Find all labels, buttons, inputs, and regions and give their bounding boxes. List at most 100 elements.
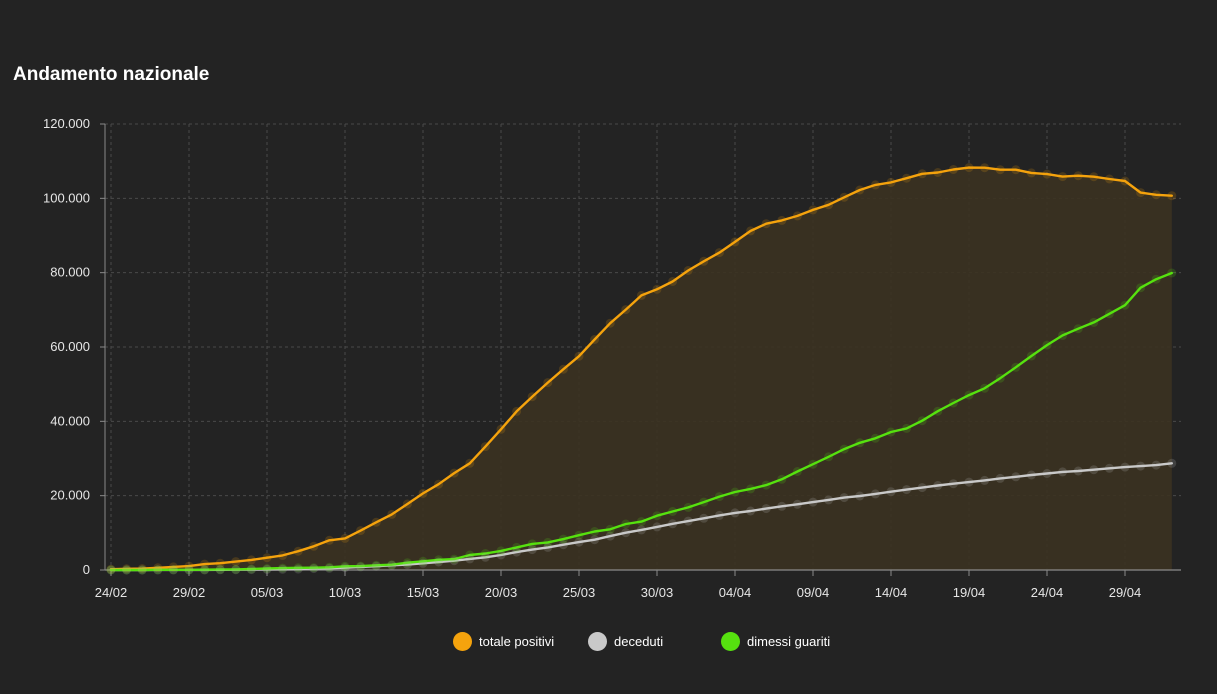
data-point-totale-positivi <box>1042 169 1052 179</box>
data-point-deceduti <box>917 483 927 493</box>
data-point-dimessi-guariti <box>122 565 132 575</box>
x-tick-label: 09/04 <box>797 585 830 600</box>
y-tick-label: 0 <box>83 562 90 577</box>
data-point-dimessi-guariti <box>1073 324 1083 334</box>
data-point-deceduti <box>246 565 256 575</box>
data-point-totale-positivi <box>184 561 194 571</box>
legend-item-deceduti[interactable]: deceduti <box>588 632 663 651</box>
data-point-deceduti <box>870 489 880 499</box>
data-point-dimessi-guariti <box>465 550 475 560</box>
data-point-deceduti <box>1151 460 1161 470</box>
legend-label: deceduti <box>614 634 664 649</box>
data-point-dimessi-guariti <box>371 560 381 570</box>
data-point-dimessi-guariti <box>714 492 724 502</box>
data-point-dimessi-guariti <box>137 565 147 575</box>
data-point-dimessi-guariti <box>324 562 334 572</box>
data-point-dimessi-guariti <box>402 558 412 568</box>
data-point-dimessi-guariti <box>168 565 178 575</box>
data-point-deceduti <box>808 497 818 507</box>
data-point-totale-positivi <box>1089 172 1099 182</box>
data-point-dimessi-guariti <box>262 564 272 573</box>
data-point-totale-positivi <box>917 169 927 179</box>
data-point-totale-positivi <box>605 318 615 328</box>
data-point-totale-positivi <box>200 559 210 569</box>
data-point-totale-positivi <box>980 163 990 173</box>
data-point-dimessi-guariti <box>153 565 163 575</box>
data-point-deceduti <box>621 528 631 538</box>
data-point-totale-positivi <box>449 468 459 478</box>
legend-item-dimessi-guariti[interactable]: dimessi guariti <box>721 632 830 651</box>
data-point-deceduti <box>730 508 740 518</box>
data-point-totale-positivi <box>543 378 553 388</box>
data-point-deceduti <box>480 552 490 562</box>
data-point-dimessi-guariti <box>902 423 912 433</box>
data-point-deceduti <box>652 522 662 532</box>
point-layer <box>106 163 1177 575</box>
data-point-dimessi-guariti <box>215 564 225 574</box>
data-point-totale-positivi <box>1167 191 1177 201</box>
data-point-deceduti <box>1011 472 1021 482</box>
legend-dot-icon <box>588 632 607 651</box>
data-point-deceduti <box>262 564 272 574</box>
data-point-dimessi-guariti <box>1058 330 1068 340</box>
data-point-deceduti <box>1120 462 1130 472</box>
data-point-totale-positivi <box>402 499 412 509</box>
data-point-totale-positivi <box>761 219 771 229</box>
data-point-totale-positivi <box>870 180 880 190</box>
data-point-totale-positivi <box>730 237 740 247</box>
data-point-deceduti <box>839 493 849 503</box>
data-point-dimessi-guariti <box>777 474 787 484</box>
data-point-dimessi-guariti <box>730 487 740 497</box>
data-point-deceduti <box>1089 465 1099 475</box>
data-point-dimessi-guariti <box>808 459 818 469</box>
data-point-dimessi-guariti <box>605 524 615 534</box>
x-tick-label: 20/03 <box>485 585 518 600</box>
chart-title: Andamento nazionale <box>13 64 210 85</box>
data-point-totale-positivi <box>855 185 865 195</box>
data-point-dimessi-guariti <box>839 444 849 454</box>
y-tick-label: 80.000 <box>50 265 90 280</box>
label-layer: 0 20.000 40.000 60.000 80.000 100.000 120.000 2… <box>43 116 1141 600</box>
data-point-dimessi-guariti <box>512 542 522 552</box>
y-tick-label: 40.000 <box>50 413 90 428</box>
legend-item-totale-positivi[interactable]: totale positivi <box>453 632 554 651</box>
data-point-deceduti <box>1073 466 1083 476</box>
data-point-deceduti <box>324 563 334 573</box>
data-point-deceduti <box>1104 463 1114 473</box>
data-point-dimessi-guariti <box>792 467 802 476</box>
data-point-dimessi-guariti <box>200 565 210 575</box>
data-point-deceduti <box>371 561 381 571</box>
data-point-totale-positivi <box>480 442 490 452</box>
data-point-deceduti <box>1042 469 1052 478</box>
data-point-dimessi-guariti <box>1167 268 1177 278</box>
data-point-dimessi-guariti <box>1042 340 1052 350</box>
data-point-dimessi-guariti <box>387 560 397 570</box>
data-point-dimessi-guariti <box>434 555 444 565</box>
y-tick-label: 120.000 <box>43 116 90 131</box>
data-point-totale-positivi <box>886 177 896 187</box>
x-tick-label: 14/04 <box>875 585 908 600</box>
data-point-deceduti <box>746 506 756 516</box>
data-point-totale-positivi <box>496 424 506 434</box>
data-point-totale-positivi <box>371 517 381 527</box>
data-point-totale-positivi <box>418 488 428 498</box>
data-point-totale-positivi <box>964 163 974 173</box>
data-point-totale-positivi <box>683 266 693 275</box>
x-tick-label: 15/03 <box>407 585 440 600</box>
data-point-deceduti <box>699 513 709 523</box>
data-point-dimessi-guariti <box>1089 317 1099 327</box>
data-point-deceduti <box>792 499 802 509</box>
data-point-totale-positivi <box>902 173 912 183</box>
data-point-deceduti <box>356 562 366 572</box>
data-point-totale-positivi <box>246 555 256 565</box>
data-point-deceduti <box>434 557 444 567</box>
data-point-totale-positivi <box>262 553 272 563</box>
legend-label: dimessi guariti <box>747 634 831 649</box>
data-point-totale-positivi <box>512 406 522 416</box>
data-point-deceduti <box>964 477 974 487</box>
data-point-dimessi-guariti <box>948 398 958 408</box>
x-tick-label: 05/03 <box>251 585 284 600</box>
data-point-totale-positivi <box>699 256 709 266</box>
